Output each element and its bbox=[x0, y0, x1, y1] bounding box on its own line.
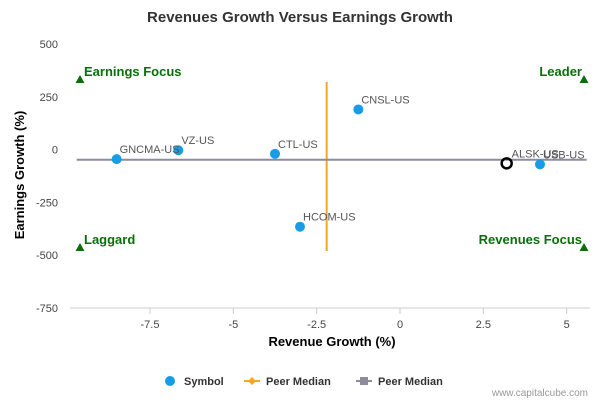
quadrant-label-bottom-left: Laggard bbox=[84, 232, 135, 247]
x-tick-label: -2.5 bbox=[307, 319, 326, 331]
quadrant-label-bottom-right: Revenues Focus bbox=[479, 232, 582, 247]
legend-symbol-marker bbox=[165, 376, 175, 386]
x-tick-label: 5 bbox=[564, 319, 570, 331]
data-point bbox=[353, 104, 364, 115]
y-tick-label: -250 bbox=[36, 197, 58, 209]
triangle-up-icon bbox=[579, 243, 589, 251]
credit-text: www.capitalcube.com bbox=[491, 388, 588, 399]
y-axis-ticks: 500 250 0 -250 -500 -750 bbox=[36, 39, 58, 315]
x-tick-label: 2.5 bbox=[476, 319, 491, 331]
x-tick-label: -5 bbox=[228, 319, 238, 331]
triangle-up-icon bbox=[75, 243, 85, 251]
legend-symbol-label: Symbol bbox=[184, 376, 224, 388]
legend-square-icon bbox=[360, 377, 368, 385]
quadrant-label-top-right: Leader bbox=[539, 64, 582, 79]
triangle-up-icon bbox=[579, 75, 589, 83]
y-tick-label: 500 bbox=[40, 39, 58, 51]
x-tick-label: -7.5 bbox=[141, 319, 160, 331]
data-point-label: CTL-US bbox=[278, 139, 318, 151]
quadrant-label-top-left: Earnings Focus bbox=[84, 64, 182, 79]
y-tick-label: 0 bbox=[52, 145, 58, 157]
data-point bbox=[295, 221, 305, 232]
data-point-label: HCOM-US bbox=[303, 212, 356, 224]
data-point bbox=[535, 159, 545, 170]
y-tick-label: -750 bbox=[36, 303, 58, 315]
data-point-label: GNCMA-US bbox=[120, 144, 180, 156]
data-point bbox=[270, 148, 280, 159]
quadrant-labels: Earnings Focus Leader Laggard Revenues Focu… bbox=[75, 64, 589, 251]
x-tick-label: 0 bbox=[397, 319, 403, 331]
triangle-up-icon bbox=[75, 75, 85, 83]
x-axis-title: Revenue Growth (%) bbox=[268, 334, 395, 349]
data-point bbox=[173, 145, 184, 156]
data-point bbox=[111, 154, 122, 165]
legend: Symbol Peer Median Peer Median bbox=[165, 376, 443, 388]
legend-peer-median-label: Peer Median bbox=[378, 376, 443, 388]
x-axis-ticks: -7.5 -5 -2.5 0 2.5 5 bbox=[141, 308, 570, 331]
legend-peer-median-label: Peer Median bbox=[266, 376, 331, 388]
data-point-label: VZ-US bbox=[181, 135, 214, 147]
highlight-point-label: ALSK-US bbox=[512, 148, 559, 160]
chart-title: Revenues Growth Versus Earnings Growth bbox=[147, 9, 453, 26]
y-tick-label: -500 bbox=[36, 250, 58, 262]
data-point-label: CNSL-US bbox=[361, 94, 409, 106]
data-point-label: USB-US bbox=[543, 149, 585, 161]
legend-diamond-icon bbox=[248, 377, 256, 385]
y-axis-title: Earnings Growth (%) bbox=[12, 111, 27, 240]
highlight-point bbox=[500, 157, 513, 170]
y-tick-label: 250 bbox=[40, 92, 58, 104]
